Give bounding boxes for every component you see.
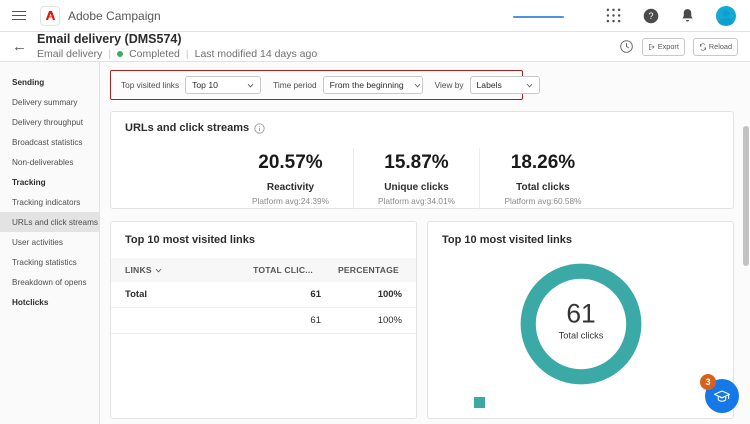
svg-text:Total clicks: Total clicks — [558, 331, 603, 341]
svg-text:?: ? — [648, 11, 653, 21]
svg-text:61: 61 — [566, 299, 595, 329]
